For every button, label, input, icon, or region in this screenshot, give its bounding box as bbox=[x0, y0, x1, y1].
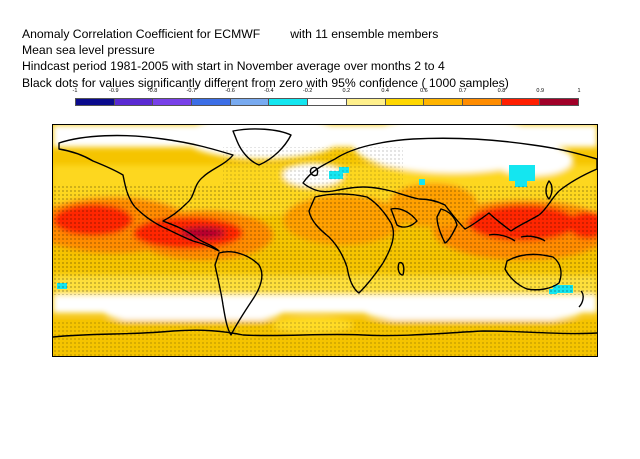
legend-tick-label: 0.7 bbox=[458, 88, 467, 94]
legend-swatch bbox=[114, 99, 154, 105]
legend-tick-label: -0.9 bbox=[109, 88, 119, 94]
map-title-block: Anomaly Correlation Coefficient for ECMW… bbox=[22, 26, 622, 91]
legend-tick-label: -0.6 bbox=[225, 88, 235, 94]
title-significance: Black dots for values significantly diff… bbox=[22, 75, 509, 90]
legend-swatch bbox=[501, 99, 541, 105]
title-hindcast: Hindcast period 1981-2005 with start in … bbox=[22, 59, 445, 74]
title-variable: Mean sea level pressure bbox=[22, 43, 155, 58]
significance-dots bbox=[53, 147, 597, 356]
legend-swatch bbox=[424, 99, 463, 105]
legend-swatch bbox=[385, 99, 425, 105]
legend-swatch bbox=[76, 99, 115, 105]
legend-tick-label: 0.9 bbox=[536, 88, 545, 94]
legend-tick-label: 0.4 bbox=[381, 88, 389, 94]
legend-tick-labels: -1 -0.9 -0.8 -0.7 -0.6 -0.4 -0.2 0.2 0.4 0.6 0.7 0.… bbox=[72, 88, 581, 97]
title-members: with 11 ensemble members bbox=[290, 27, 439, 41]
legend-tick-label: -0.7 bbox=[186, 88, 197, 94]
legend-tick-label: 0.6 bbox=[420, 88, 428, 94]
legend-swatch bbox=[346, 99, 386, 105]
legend-swatch bbox=[153, 99, 193, 105]
title-model: Anomaly Correlation Coefficient for ECMW… bbox=[22, 27, 261, 41]
legend-tick-label: 0.2 bbox=[342, 88, 351, 94]
legend-tick-label: -0.4 bbox=[264, 88, 274, 94]
map-canvas bbox=[53, 125, 597, 356]
legend-swatch bbox=[308, 99, 347, 105]
legend-tick-label: 0.8 bbox=[497, 88, 506, 94]
legend-tick-label: -0.2 bbox=[302, 88, 313, 94]
legend-swatch bbox=[192, 99, 231, 105]
legend-swatch bbox=[269, 99, 309, 105]
legend-swatch bbox=[230, 99, 270, 105]
legend-tick-label: 1 bbox=[577, 88, 581, 94]
title-line-1: Anomaly Correlation Coefficient for ECMW… bbox=[22, 26, 622, 42]
legend-swatches bbox=[75, 98, 579, 106]
color-legend: -1 -0.9 -0.8 -0.7 -0.6 -0.4 -0.2 0.2 0.4 0.6 0.7 0.… bbox=[72, 88, 581, 112]
coastlines bbox=[53, 128, 597, 338]
world-map bbox=[52, 124, 598, 357]
legend-tick-label: -0.8 bbox=[147, 88, 158, 94]
legend-swatch bbox=[540, 99, 578, 105]
legend-tick-label: -1 bbox=[72, 88, 78, 94]
legend-swatch bbox=[462, 99, 502, 105]
